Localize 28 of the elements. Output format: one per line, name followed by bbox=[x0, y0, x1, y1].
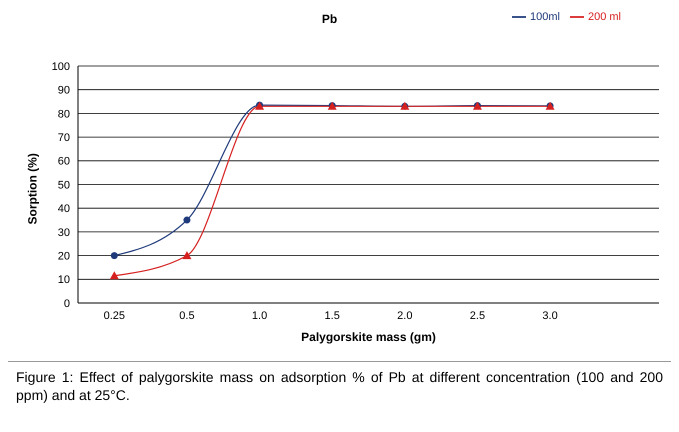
x-tick-label: 3.0 bbox=[542, 310, 558, 322]
y-tick-label: 90 bbox=[58, 84, 70, 97]
x-tick-label: 2.0 bbox=[397, 310, 412, 322]
x-tick-label: 0.5 bbox=[179, 310, 195, 322]
legend-label: 200 ml bbox=[588, 10, 621, 23]
x-tick-label: 0.25 bbox=[104, 310, 126, 322]
y-tick-label: 40 bbox=[58, 203, 70, 216]
y-tick-label: 60 bbox=[58, 156, 70, 168]
point bbox=[182, 251, 192, 260]
y-tick-label: 0 bbox=[64, 298, 70, 310]
point bbox=[183, 216, 190, 224]
x-tick-label: 2.5 bbox=[470, 310, 486, 322]
y-tick-label: 80 bbox=[58, 108, 70, 120]
caption: Figure 1: Effect of palygorskite mass on adsorption % of Pb at different concentration (100 and 200 ppm) and at 25°C. bbox=[16, 368, 663, 404]
legend-label: 100ml bbox=[530, 10, 560, 23]
y-tick-label: 20 bbox=[58, 250, 70, 263]
y-tick-label: 30 bbox=[58, 226, 70, 239]
x-axis-title: Palygorskite mass (gm) bbox=[301, 330, 436, 344]
point bbox=[110, 252, 118, 260]
y-tick-label: 50 bbox=[58, 179, 70, 192]
point bbox=[110, 271, 119, 280]
x-tick-label: 1.0 bbox=[252, 310, 268, 322]
y-tick-label: 100 bbox=[52, 60, 70, 73]
chart-title: Pb bbox=[322, 12, 338, 26]
x-tick-label: 1.5 bbox=[324, 310, 340, 322]
y-axis-title: Sorption (%) bbox=[25, 153, 40, 224]
y-tick-label: 70 bbox=[58, 132, 70, 144]
y-tick-label: 10 bbox=[58, 274, 70, 286]
